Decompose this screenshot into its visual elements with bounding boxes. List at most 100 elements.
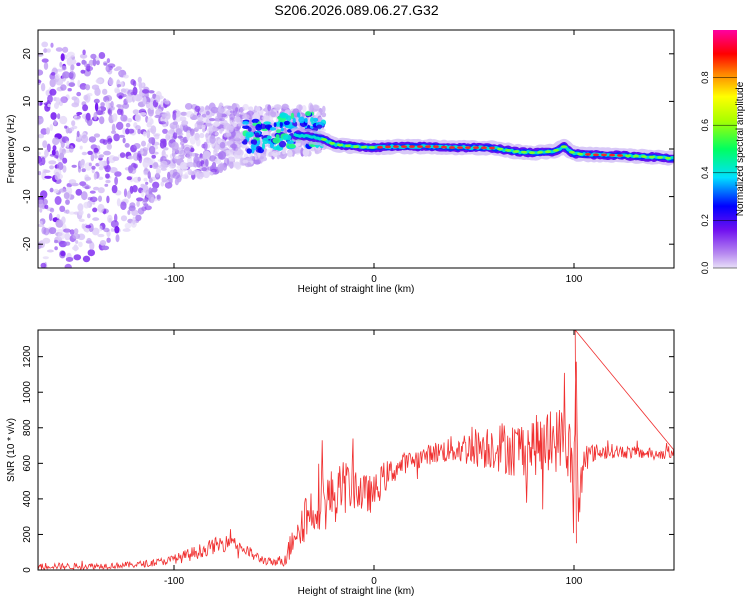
spectral-blob [233, 161, 241, 169]
spectral-blob [38, 116, 44, 125]
spectral-blob [140, 148, 144, 155]
spectral-blob [167, 171, 171, 180]
spectral-blob [62, 157, 68, 164]
spectral-blob [95, 78, 104, 84]
colorbar-tick-label: 0.4 [700, 167, 710, 180]
spectral-blob [38, 100, 41, 106]
spectral-blob [106, 195, 110, 204]
spectral-blob [60, 53, 65, 61]
spectral-blob [93, 147, 99, 153]
ridge-peak [441, 145, 447, 149]
spectral-blob [175, 128, 183, 135]
spectral-blob [209, 135, 216, 144]
ridge-peak [633, 154, 639, 158]
spectral-blob [76, 111, 83, 116]
ridge-peak [425, 145, 431, 149]
spectral-blob [126, 190, 132, 199]
spectral-blob [81, 168, 86, 173]
spectral-blob [155, 95, 161, 103]
spectral-blob [114, 176, 118, 186]
spectral-blob-strong [304, 117, 308, 124]
spectral-blob [128, 165, 134, 174]
spectral-blob [116, 84, 122, 88]
spectral-blob [270, 108, 274, 114]
spectral-blob [38, 151, 42, 156]
spectral-blob [99, 116, 105, 125]
spectral-blob [81, 191, 88, 201]
spectral-blob [104, 183, 109, 187]
spectral-blob [176, 165, 181, 169]
spectral-blob [129, 202, 136, 209]
spectral-blob [263, 115, 271, 123]
spectral-blob [46, 48, 51, 53]
spectral-blob [59, 115, 68, 125]
ridge-peak [369, 146, 375, 149]
spectral-blob [223, 157, 230, 166]
spectral-blob-strong [254, 132, 260, 138]
spectral-blob [98, 166, 104, 171]
spectral-blob-strong [305, 111, 312, 117]
spectral-blob [45, 127, 51, 135]
spectral-blob [125, 94, 133, 103]
spectral-blob [97, 203, 105, 213]
ridge-peak [401, 145, 407, 149]
spectral-blob [87, 150, 93, 155]
spectral-blob [151, 154, 156, 159]
spectral-blob [118, 71, 122, 76]
spectral-blob [230, 143, 238, 149]
spectral-blob [132, 216, 136, 225]
spectral-blob-strong [283, 120, 290, 126]
spectral-blob [145, 101, 150, 109]
spectral-blob [65, 209, 70, 214]
spectral-blob [92, 58, 97, 67]
spectral-blob [271, 150, 278, 157]
snr-marks [38, 330, 674, 570]
spectral-blob [39, 207, 43, 213]
spectral-blob [68, 211, 76, 215]
spectral-blob [169, 165, 175, 169]
spectral-blob [155, 172, 160, 178]
spectral-blob [267, 104, 272, 112]
spectral-blob [99, 240, 107, 246]
spectral-blob [134, 113, 142, 123]
spectral-blob [73, 114, 78, 119]
spectral-blob [275, 151, 281, 156]
spectral-blob [59, 152, 65, 160]
spectral-blob [53, 188, 59, 194]
ridge-peak [329, 141, 335, 145]
spectral-blob [68, 179, 77, 185]
spectral-blob [154, 134, 160, 140]
snr-plot-area [38, 330, 674, 570]
spectral-blob-strong [246, 148, 252, 154]
ridge-peak [417, 145, 423, 149]
spectral-blob [228, 156, 236, 162]
spectral-blob [120, 88, 127, 93]
spectral-blob [65, 199, 70, 205]
spectral-blob [46, 143, 51, 153]
spectral-blob [47, 94, 53, 103]
spectral-blob [83, 94, 89, 101]
spectral-blob [50, 112, 57, 120]
spectral-blob [186, 161, 195, 168]
ridge-peak [505, 149, 511, 152]
spectral-blob [57, 162, 64, 171]
spectral-blob [49, 187, 54, 193]
spectral-blob [233, 126, 240, 132]
spectral-blob [156, 195, 161, 200]
spectral-blob [143, 203, 149, 207]
spectral-blob [81, 59, 86, 65]
spectral-blob [127, 210, 131, 215]
spectral-blob [40, 262, 47, 268]
spectral-blob [69, 72, 74, 78]
spectral-blob [83, 201, 90, 209]
spectral-blob [40, 128, 48, 135]
spectral-blob [41, 226, 47, 235]
spectral-blob [148, 145, 156, 155]
spectral-blob [200, 160, 205, 165]
spectral-blob [131, 209, 139, 216]
spectral-blob-strong [310, 117, 314, 123]
y-tick-label: 400 [22, 490, 33, 507]
spectral-blob [78, 218, 85, 222]
spectral-blob [49, 165, 55, 170]
spectral-blob [154, 114, 161, 119]
